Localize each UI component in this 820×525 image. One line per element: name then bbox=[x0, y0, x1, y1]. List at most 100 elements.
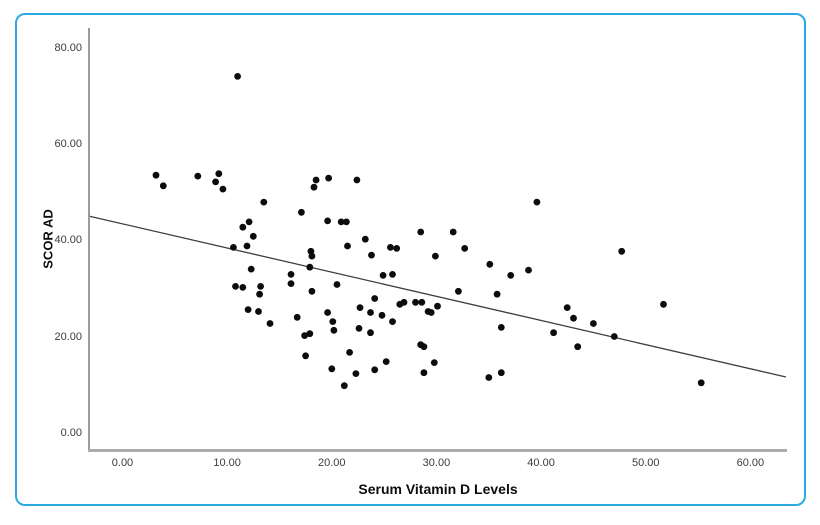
data-point bbox=[417, 228, 425, 236]
data-point bbox=[355, 325, 363, 332]
data-point bbox=[368, 251, 375, 259]
data-point bbox=[660, 300, 667, 308]
data-point bbox=[194, 172, 202, 180]
data-point bbox=[230, 244, 237, 251]
data-point bbox=[219, 185, 227, 193]
data-point bbox=[400, 298, 408, 306]
data-point bbox=[389, 271, 396, 278]
data-point bbox=[346, 349, 353, 356]
data-point bbox=[432, 252, 439, 260]
data-point bbox=[563, 304, 571, 311]
data-point bbox=[287, 280, 295, 287]
data-point bbox=[306, 263, 314, 271]
data-point bbox=[293, 313, 301, 321]
fit-line bbox=[88, 215, 787, 378]
data-point bbox=[212, 178, 220, 186]
data-point bbox=[324, 217, 331, 225]
data-point bbox=[312, 176, 320, 184]
data-point bbox=[367, 329, 374, 337]
x-tick-label: 30.00 bbox=[422, 457, 451, 469]
x-tick-label: 10.00 bbox=[213, 457, 241, 469]
data-point bbox=[352, 370, 360, 377]
data-point bbox=[215, 170, 223, 178]
data-point bbox=[382, 358, 390, 365]
data-point bbox=[533, 198, 541, 206]
data-point bbox=[427, 309, 435, 316]
data-point bbox=[371, 366, 379, 374]
chart-frame bbox=[15, 13, 806, 506]
data-point bbox=[497, 324, 505, 331]
data-point bbox=[486, 260, 494, 268]
data-point bbox=[329, 318, 337, 325]
data-point bbox=[449, 228, 457, 236]
y-tick-label: 60.00 bbox=[54, 137, 82, 150]
data-point bbox=[260, 198, 268, 206]
data-point bbox=[247, 265, 255, 273]
data-point bbox=[301, 332, 308, 339]
data-point bbox=[412, 298, 419, 306]
data-point bbox=[697, 379, 705, 387]
x-axis-line bbox=[88, 449, 787, 452]
data-point bbox=[337, 218, 345, 226]
x-tick-label: 60.00 bbox=[736, 457, 765, 469]
data-point bbox=[420, 343, 428, 351]
data-point bbox=[330, 326, 338, 334]
data-point bbox=[507, 272, 515, 279]
data-point bbox=[243, 242, 251, 250]
data-point bbox=[525, 266, 532, 274]
data-point bbox=[152, 171, 160, 179]
data-point bbox=[310, 183, 318, 191]
data-point bbox=[361, 235, 369, 243]
data-point bbox=[485, 374, 493, 381]
data-point bbox=[232, 283, 239, 290]
data-point bbox=[249, 232, 257, 240]
data-point bbox=[257, 283, 264, 290]
data-point bbox=[367, 309, 374, 316]
data-point bbox=[455, 287, 462, 295]
y-axis-title: SCOR AD bbox=[40, 209, 56, 269]
data-point bbox=[356, 304, 364, 311]
data-point bbox=[430, 359, 438, 366]
data-point bbox=[239, 223, 247, 231]
data-point bbox=[393, 245, 401, 252]
x-tick-label: 0.00 bbox=[111, 457, 134, 469]
data-point bbox=[590, 320, 597, 327]
data-point bbox=[308, 252, 316, 260]
data-point bbox=[343, 218, 350, 226]
data-point bbox=[333, 281, 341, 288]
data-point bbox=[325, 174, 332, 182]
x-axis-title: Serum Vitamin D Levels bbox=[358, 481, 518, 497]
data-point bbox=[302, 352, 309, 360]
data-point bbox=[353, 176, 361, 184]
data-point bbox=[574, 343, 582, 351]
data-point bbox=[418, 298, 426, 306]
data-point bbox=[389, 318, 396, 325]
data-point bbox=[255, 308, 262, 315]
y-tick-label: 80.00 bbox=[54, 41, 82, 54]
data-point bbox=[618, 247, 626, 255]
data-point bbox=[306, 330, 314, 338]
y-tick-label: 20.00 bbox=[54, 330, 82, 343]
data-point bbox=[434, 302, 441, 310]
data-point bbox=[298, 208, 305, 216]
data-point bbox=[570, 314, 577, 322]
data-point bbox=[328, 365, 336, 373]
data-point bbox=[493, 290, 501, 298]
data-point bbox=[308, 287, 316, 295]
data-point bbox=[245, 218, 253, 226]
x-tick-label: 20.00 bbox=[318, 457, 346, 469]
data-point bbox=[387, 244, 394, 251]
data-point bbox=[378, 311, 386, 319]
data-point bbox=[610, 333, 618, 340]
data-point bbox=[159, 182, 167, 190]
data-point bbox=[550, 329, 557, 337]
data-point bbox=[234, 73, 242, 80]
data-point bbox=[256, 290, 263, 298]
data-point bbox=[340, 382, 348, 390]
data-point bbox=[244, 306, 252, 313]
data-point bbox=[497, 369, 505, 377]
data-point bbox=[371, 295, 379, 302]
data-point bbox=[324, 309, 331, 316]
data-point bbox=[266, 320, 274, 327]
